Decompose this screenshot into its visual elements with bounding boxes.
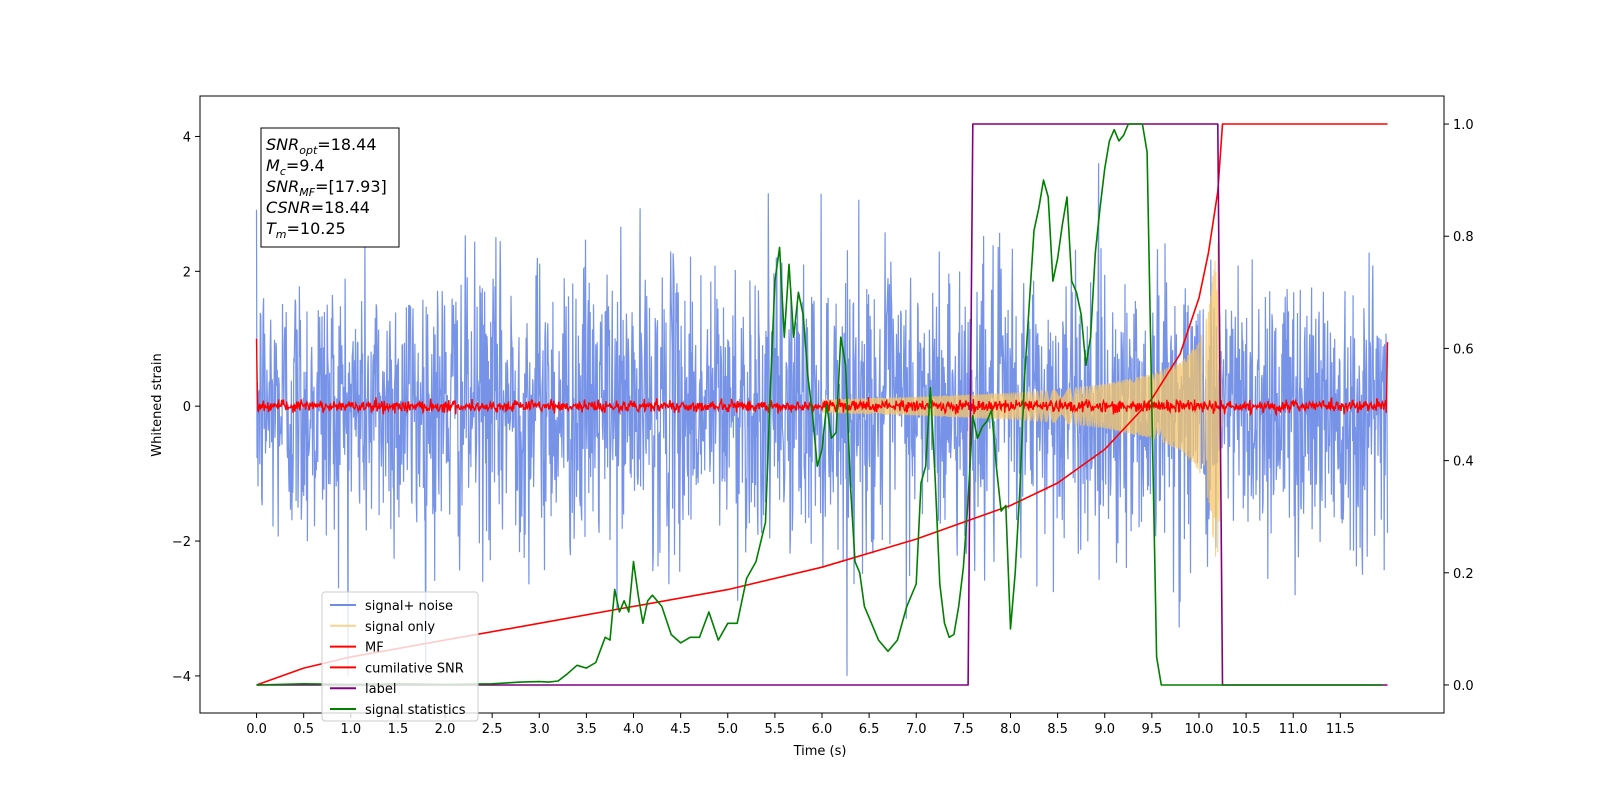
- x-tick-label: 4.5: [670, 722, 691, 737]
- y-axis-left: −4 −2 0 2 4: [172, 130, 200, 685]
- y-left-tick-label: 4: [183, 130, 191, 145]
- annotation-frame: [260, 127, 400, 248]
- x-tick-label: 6.0: [812, 722, 833, 737]
- x-tick-label: 0.0: [246, 722, 267, 737]
- annotation-line: Mc=9.4: [266, 156, 325, 178]
- x-tick-label: 9.5: [1142, 722, 1163, 737]
- y-left-tick-label: 0: [183, 400, 191, 415]
- x-tick-label: 4.0: [623, 722, 644, 737]
- annotation-line: SNRopt=18.44: [266, 135, 377, 157]
- legend-label: label: [365, 682, 396, 697]
- annotation-value: =10.25: [287, 219, 346, 238]
- x-tick-label: 8.0: [1000, 722, 1021, 737]
- legend-label: signal+ noise: [365, 599, 453, 614]
- legend-label: cumilative SNR: [365, 661, 464, 676]
- annotation-subscript: MF: [299, 186, 315, 199]
- annotation-value: =18.44: [317, 135, 376, 154]
- y-axis-right: 0.0 0.2 0.4 0.6 0.8 1.0: [1444, 118, 1474, 694]
- legend-frame: [321, 591, 479, 722]
- legend: signal+ noise signal only MF cumilative SNR…: [321, 591, 479, 722]
- annotation-box: SNRopt=18.44Mc=9.4SNRMF=[17.93]CSNR=18.4…: [260, 127, 400, 248]
- y-right-tick-label: 0.4: [1453, 455, 1474, 470]
- annotation-line: Tm=10.25: [266, 219, 346, 241]
- annotation-subscript: c: [280, 165, 286, 178]
- y-right-tick-label: 0.6: [1453, 342, 1474, 357]
- annotation-symbol: M: [266, 156, 280, 175]
- x-axis-label: Time (s): [793, 744, 847, 759]
- x-tick-label: 0.5: [293, 722, 314, 737]
- legend-label: signal only: [365, 620, 435, 635]
- mf-series: [255, 338, 1389, 417]
- y-right-tick-label: 0.8: [1453, 230, 1474, 245]
- x-tick-label: 5.5: [765, 722, 786, 737]
- x-axis: 0.0 0.5 1.0 1.5 2.0 2.5 3.0 3.5 4.0 4.5 5.0 5.5 6.0 6…: [246, 713, 1355, 737]
- x-tick-label: 10.0: [1184, 722, 1213, 737]
- annotation-symbol: T: [266, 219, 277, 238]
- x-tick-label: 1.0: [340, 722, 361, 737]
- y-right-tick-label: 0.0: [1453, 679, 1474, 694]
- x-tick-label: 3.5: [576, 722, 597, 737]
- x-tick-label: 2.0: [435, 722, 456, 737]
- y-left-tick-label: −4: [172, 670, 191, 685]
- annotation-subscript: m: [276, 228, 287, 241]
- x-tick-label: 7.5: [953, 722, 974, 737]
- annotation-value: =18.44: [311, 198, 370, 217]
- x-tick-label: 2.5: [482, 722, 503, 737]
- legend-label: MF: [365, 641, 384, 656]
- x-tick-label: 11.0: [1279, 722, 1308, 737]
- x-tick-label: 6.5: [859, 722, 880, 737]
- signal-statistics-series: [256, 123, 1383, 686]
- x-tick-label: 5.0: [717, 722, 738, 737]
- x-tick-label: 11.5: [1326, 722, 1355, 737]
- x-tick-label: 10.5: [1232, 722, 1261, 737]
- legend-label: signal statistics: [365, 703, 466, 718]
- annotation-symbol: SNR: [266, 135, 299, 154]
- x-tick-label: 7.0: [906, 722, 927, 737]
- annotation-line: SNRMF=[17.93]: [266, 177, 387, 199]
- x-tick-label: 8.5: [1047, 722, 1068, 737]
- y-left-tick-label: 2: [183, 265, 191, 280]
- y-left-tick-label: −2: [172, 535, 191, 550]
- y-axis-left-label: Whitened strain: [150, 353, 165, 456]
- annotation-subscript: opt: [299, 144, 318, 157]
- mf-line: [255, 338, 1389, 417]
- annotation-value: =9.4: [286, 156, 325, 175]
- annotation-symbol: SNR: [266, 177, 299, 196]
- x-tick-label: 1.5: [388, 722, 409, 737]
- signal-statistics-line: [256, 123, 1383, 686]
- annotation-value: =[17.93]: [315, 177, 387, 196]
- annotation-symbol: CSNR: [266, 198, 311, 217]
- x-tick-label: 3.0: [529, 722, 550, 737]
- x-tick-label: 9.0: [1094, 722, 1115, 737]
- annotation-line: CSNR=18.44: [266, 198, 370, 217]
- y-right-tick-label: 1.0: [1453, 118, 1474, 133]
- y-right-tick-label: 0.2: [1453, 567, 1474, 582]
